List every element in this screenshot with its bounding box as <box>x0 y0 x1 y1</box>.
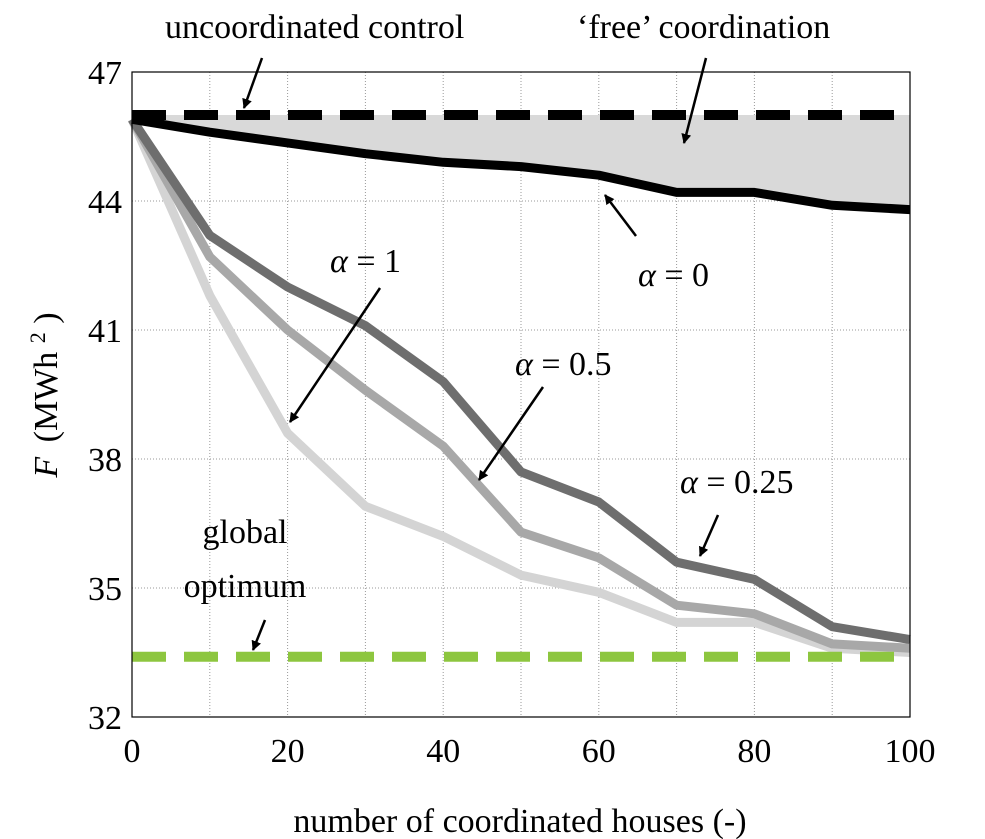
y-tick-labels: 32 35 38 41 44 47 <box>88 55 122 737</box>
y-axis-unit-superscript: 2 <box>25 332 50 343</box>
y-axis-symbol: F <box>28 456 65 479</box>
arrow-alpha-0-25 <box>698 514 720 557</box>
arrow-global-optimum <box>251 619 267 651</box>
series-line-a0 <box>131 114 911 215</box>
series-line-a025 <box>128 116 911 645</box>
x-tick-label: 40 <box>426 733 460 770</box>
y-tick-label: 41 <box>88 313 122 350</box>
label-global-optimum-line1: global <box>203 514 288 551</box>
series-line-a1 <box>127 117 911 657</box>
label-alpha-0-25: α = 0.25 <box>680 464 794 501</box>
label-free-coordination: ‘free’ coordination <box>577 9 830 46</box>
series-line-a05 <box>128 117 911 653</box>
x-tick-label: 100 <box>885 733 936 770</box>
label-uncoordinated-control: uncoordinated control <box>165 9 464 46</box>
arrow-free-coordination <box>681 57 708 144</box>
arrow-uncoordinated <box>242 57 264 109</box>
y-axis-unit-close: ) <box>28 312 65 323</box>
label-alpha-1: α = 1 <box>330 243 401 280</box>
x-tick-label: 60 <box>582 733 616 770</box>
arrow-alpha-0-5 <box>477 386 545 481</box>
y-tick-label: 47 <box>88 55 122 92</box>
x-tick-label: 0 <box>124 733 141 770</box>
x-tick-label: 20 <box>271 733 305 770</box>
y-tick-label: 35 <box>88 571 122 608</box>
arrow-alpha-1 <box>288 287 382 423</box>
label-alpha-0-5: α = 0.5 <box>515 346 612 383</box>
label-alpha-0: α = 0 <box>638 257 709 294</box>
y-tick-label: 32 <box>88 700 122 737</box>
label-global-optimum-line2: optimum <box>184 568 307 605</box>
plot-frame <box>131 71 911 718</box>
arrow-alpha-0 <box>604 194 637 237</box>
x-tick-labels: 0 20 40 60 80 100 <box>124 733 936 770</box>
y-axis-unit: (MWh <box>28 352 65 443</box>
x-tick-label: 80 <box>737 733 771 770</box>
series-layer <box>127 114 911 657</box>
y-tick-label: 44 <box>88 184 122 221</box>
y-axis-title: F (MWh 2 ) <box>16 312 65 478</box>
y-tick-label: 38 <box>88 442 122 479</box>
reference-lines <box>132 110 910 662</box>
x-axis-title: number of coordinated houses (-) <box>293 803 746 839</box>
